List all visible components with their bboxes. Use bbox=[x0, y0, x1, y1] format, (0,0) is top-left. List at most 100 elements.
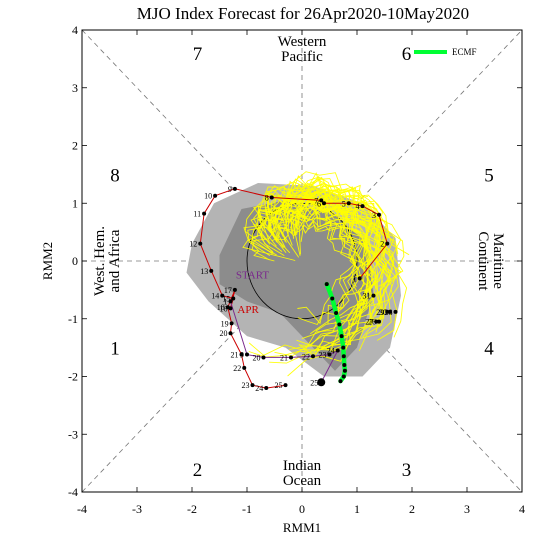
ensemble-member-track bbox=[242, 178, 395, 265]
phase-number-8: 8 bbox=[110, 165, 120, 186]
observed-day-label: 4 bbox=[356, 202, 360, 211]
observed-day-label: 13 bbox=[200, 267, 208, 276]
y-tick-label: -4 bbox=[68, 485, 78, 499]
observed-day-label: 12 bbox=[189, 240, 197, 249]
x-tick-label: -3 bbox=[132, 502, 142, 516]
y-tick-label: 3 bbox=[72, 81, 78, 95]
observed-point bbox=[371, 293, 376, 298]
observed-point bbox=[228, 331, 233, 336]
ensemble-mean-point bbox=[339, 334, 344, 339]
observed-april-point bbox=[289, 355, 293, 360]
observed-day-label: 8 bbox=[265, 193, 269, 202]
region-label-top: Western Pacific bbox=[278, 34, 327, 65]
phase-number-5: 5 bbox=[484, 165, 494, 186]
ensemble-member-track bbox=[274, 196, 379, 358]
ensemble-member-track bbox=[269, 202, 365, 335]
ensemble-member-track bbox=[289, 219, 357, 326]
observed-day-label: 29 bbox=[376, 308, 384, 317]
observed-point bbox=[385, 309, 390, 314]
chart-title: MJO Index Forecast for 26Apr2020-10May20… bbox=[137, 4, 469, 23]
observed-day-label: 19 bbox=[221, 319, 229, 328]
observed-point bbox=[377, 319, 381, 324]
month-label-apr: APR bbox=[237, 304, 259, 316]
observed-point bbox=[346, 201, 351, 206]
observed-day-label: 17 bbox=[224, 286, 232, 295]
region-label-top-line2: Pacific bbox=[281, 49, 323, 65]
ensemble-member-track bbox=[284, 215, 359, 325]
x-tick-label: 3 bbox=[464, 502, 470, 516]
observed-point bbox=[250, 383, 255, 388]
region-label-top-line1: Western bbox=[278, 34, 327, 50]
observed-day-label: 5 bbox=[342, 199, 346, 208]
observed-april-day-label: 25 bbox=[310, 378, 318, 387]
y-tick-label: 1 bbox=[72, 196, 78, 210]
ensemble-member-track bbox=[244, 171, 402, 341]
observed-day-label: 1 bbox=[353, 274, 357, 283]
region-label-left-line2: and Africa bbox=[107, 229, 123, 292]
observed-day-label: 15 bbox=[222, 295, 230, 304]
ensemble-mean-point bbox=[342, 362, 347, 367]
observed-point bbox=[220, 293, 225, 298]
y-tick-label: -1 bbox=[68, 312, 78, 326]
observed-day-label: 3 bbox=[372, 211, 376, 220]
observed-point bbox=[388, 309, 392, 314]
observed-april-point bbox=[228, 299, 233, 304]
y-tick-label: 0 bbox=[72, 254, 78, 268]
observed-day-label: 31 bbox=[363, 292, 371, 301]
ensemble-member-track bbox=[253, 175, 408, 338]
observed-point bbox=[319, 198, 324, 203]
phase-number-6: 6 bbox=[402, 44, 412, 65]
ensemble-member-track bbox=[282, 184, 392, 377]
observed-april-point bbox=[327, 352, 332, 357]
observed-day-label: 24 bbox=[255, 384, 263, 393]
x-tick-label: -4 bbox=[77, 502, 87, 516]
observed-point bbox=[231, 296, 236, 301]
observed-day-label: 22 bbox=[233, 364, 241, 373]
x-tick-label: -1 bbox=[242, 502, 252, 516]
x-tick-label: 1 bbox=[354, 502, 360, 516]
observed-point bbox=[229, 321, 234, 326]
phase-number-1: 1 bbox=[110, 339, 120, 360]
ensemble-member-track bbox=[278, 203, 376, 323]
observed-april-day-label: 22 bbox=[302, 352, 310, 361]
ensemble-mean-point bbox=[341, 374, 346, 379]
observed-april-day-label: 21 bbox=[280, 353, 288, 362]
ensemble-member-track bbox=[251, 191, 371, 318]
legend: ECMF bbox=[414, 47, 477, 57]
ensemble-mean-point bbox=[334, 310, 339, 315]
observed-point bbox=[269, 195, 274, 200]
observed-day-label: 7 bbox=[314, 196, 318, 205]
ensemble-mean-point bbox=[337, 322, 342, 327]
y-tick-label: 2 bbox=[72, 139, 78, 153]
ensemble-mean-point bbox=[342, 368, 347, 373]
observed-point bbox=[232, 287, 237, 292]
observed-april-point bbox=[335, 348, 340, 353]
observed-point bbox=[360, 204, 365, 209]
observed-point bbox=[198, 241, 203, 246]
observed-day-label: 23 bbox=[242, 381, 250, 390]
x-tick-label: -2 bbox=[187, 502, 197, 516]
start-label: START bbox=[236, 269, 270, 281]
observed-day-label: 26 bbox=[368, 318, 376, 327]
observed-point bbox=[202, 211, 207, 216]
ensemble-member-track bbox=[267, 187, 386, 259]
x-tick-label: 2 bbox=[409, 502, 415, 516]
observed-day-label: 11 bbox=[193, 210, 201, 219]
observed-day-label: 30 bbox=[379, 308, 387, 317]
observed-point bbox=[209, 268, 214, 273]
ensemble-mean-point bbox=[324, 282, 329, 287]
phase-number-7: 7 bbox=[193, 44, 203, 65]
observed-day-label: 6 bbox=[317, 199, 321, 208]
observed-day-label: 27 bbox=[365, 318, 373, 327]
observed-day-label: 14 bbox=[211, 292, 219, 301]
phase-number-2: 2 bbox=[193, 460, 203, 481]
ensemble-member-track bbox=[250, 172, 369, 262]
x-tick-label: 0 bbox=[299, 502, 305, 516]
phase-number-4: 4 bbox=[484, 339, 494, 360]
ensemble-member-track bbox=[277, 209, 365, 353]
observed-day-label: 9 bbox=[228, 185, 232, 194]
region-label-right-line2: Continent bbox=[475, 231, 491, 291]
observed-point bbox=[232, 186, 237, 191]
observed-april-point bbox=[261, 355, 266, 360]
